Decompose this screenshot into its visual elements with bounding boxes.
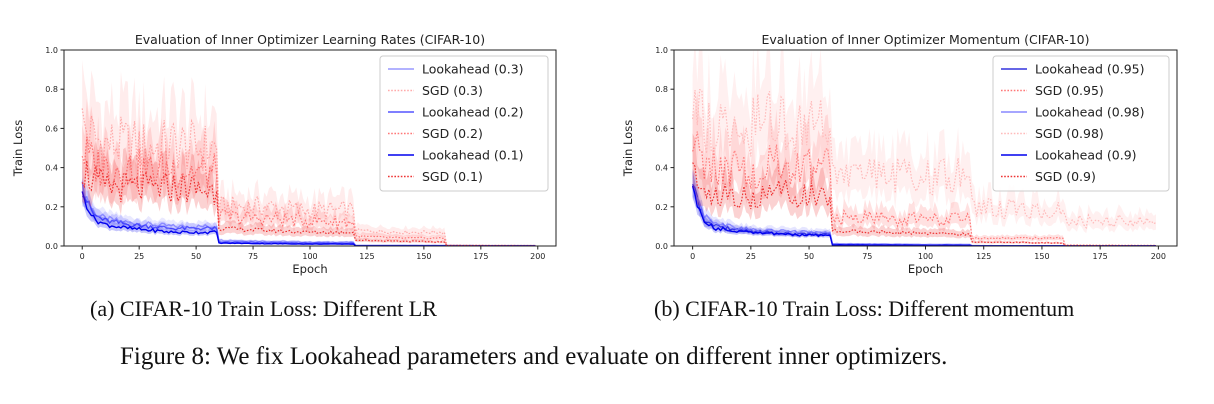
legend-entry-lookahead-0-9: Lookahead (0.9) xyxy=(1035,148,1137,163)
subcaption-b: (b) CIFAR-10 Train Loss: Different momen… xyxy=(654,296,1075,321)
legend-entry-sgd-0-95: SGD (0.95) xyxy=(1035,83,1104,98)
chart-panel-lr: Evaluation of Inner Optimizer Learning R… xyxy=(0,0,607,290)
legend-entry-sgd-0-98: SGD (0.98) xyxy=(1035,126,1104,141)
x-tick-label: 75 xyxy=(862,252,872,261)
series-band-lookahead-0-1 xyxy=(82,177,536,246)
y-tick-label: 0.6 xyxy=(655,124,668,133)
x-tick-label: 150 xyxy=(416,252,431,261)
y-axis-label: Train Loss xyxy=(621,120,635,177)
legend-entry-lookahead-0-3: Lookahead (0.3) xyxy=(422,62,524,77)
y-tick-label: 0.4 xyxy=(45,164,58,173)
y-tick-label: 0.0 xyxy=(655,242,668,251)
y-tick-label: 0.8 xyxy=(655,85,668,94)
subcaption-a: (a) CIFAR-10 Train Loss: Different LR xyxy=(90,296,437,321)
y-tick-label: 0.2 xyxy=(655,203,668,212)
x-tick-label: 50 xyxy=(191,252,201,261)
series-line-sgd-0-98 xyxy=(692,88,1157,230)
y-tick-label: 0.4 xyxy=(655,164,668,173)
x-tick-label: 25 xyxy=(746,252,756,261)
legend-entry-lookahead-0-1: Lookahead (0.1) xyxy=(422,148,524,163)
series-band-sgd-0-98 xyxy=(692,50,1156,234)
x-tick-label: 125 xyxy=(976,252,991,261)
y-tick-label: 1.0 xyxy=(655,46,668,55)
x-tick-label: 175 xyxy=(473,252,488,261)
legend-entry-sgd-0-3: SGD (0.3) xyxy=(422,83,483,98)
chart-lr: Evaluation of Inner Optimizer Learning R… xyxy=(11,32,557,276)
y-tick-label: 0.6 xyxy=(45,124,58,133)
legend-box xyxy=(379,55,549,192)
series-band-sgd-0-1 xyxy=(82,130,536,246)
x-tick-label: 50 xyxy=(804,252,814,261)
x-tick-label: 200 xyxy=(530,252,545,261)
legend-entry-sgd-0-2: SGD (0.2) xyxy=(422,126,483,141)
x-axis-label: Epoch xyxy=(292,262,327,276)
y-tick-label: 1.0 xyxy=(45,46,58,55)
y-tick-label: 0.0 xyxy=(45,242,58,251)
chart-title: Evaluation of Inner Optimizer Momentum (… xyxy=(762,32,1090,47)
series-band-sgd-0-95 xyxy=(692,91,1156,246)
x-tick-label: 150 xyxy=(1034,252,1049,261)
series-line-sgd-0-1 xyxy=(81,160,536,246)
chart-momentum: Evaluation of Inner Optimizer Momentum (… xyxy=(621,32,1178,276)
x-tick-label: 200 xyxy=(1151,252,1166,261)
x-tick-label: 175 xyxy=(1093,252,1108,261)
y-tick-label: 0.8 xyxy=(45,85,58,94)
x-tick-label: 75 xyxy=(248,252,258,261)
series-band-lookahead-0-2 xyxy=(82,183,536,246)
figure-caption: Figure 8: We fix Lookahead parameters an… xyxy=(120,343,948,370)
legend-entry-lookahead-0-95: Lookahead (0.95) xyxy=(1035,62,1145,77)
legend-entry-sgd-0-9: SGD (0.9) xyxy=(1035,169,1096,184)
x-tick-label: 25 xyxy=(134,252,144,261)
x-tick-label: 100 xyxy=(918,252,933,261)
series-band-lookahead-0-3 xyxy=(82,165,536,246)
series-band-sgd-0-9 xyxy=(692,133,1156,246)
legend-entry-lookahead-0-98: Lookahead (0.98) xyxy=(1035,105,1145,120)
x-tick-label: 0 xyxy=(80,252,85,261)
y-axis-label: Train Loss xyxy=(11,120,25,177)
series-band-sgd-0-2 xyxy=(82,98,536,246)
x-tick-label: 100 xyxy=(302,252,317,261)
plot-area xyxy=(81,60,536,246)
chart-panel-momentum: Evaluation of Inner Optimizer Momentum (… xyxy=(607,0,1214,290)
y-tick-label: 0.2 xyxy=(45,203,58,212)
legend-entry-lookahead-0-2: Lookahead (0.2) xyxy=(422,105,524,120)
x-tick-label: 0 xyxy=(690,252,695,261)
x-axis-label: Epoch xyxy=(908,262,943,276)
chart-title: Evaluation of Inner Optimizer Learning R… xyxy=(135,32,485,47)
legend-entry-sgd-0-1: SGD (0.1) xyxy=(422,169,483,184)
series-band-sgd-0-3 xyxy=(82,60,536,246)
x-tick-label: 125 xyxy=(359,252,374,261)
legend-box xyxy=(992,55,1170,192)
